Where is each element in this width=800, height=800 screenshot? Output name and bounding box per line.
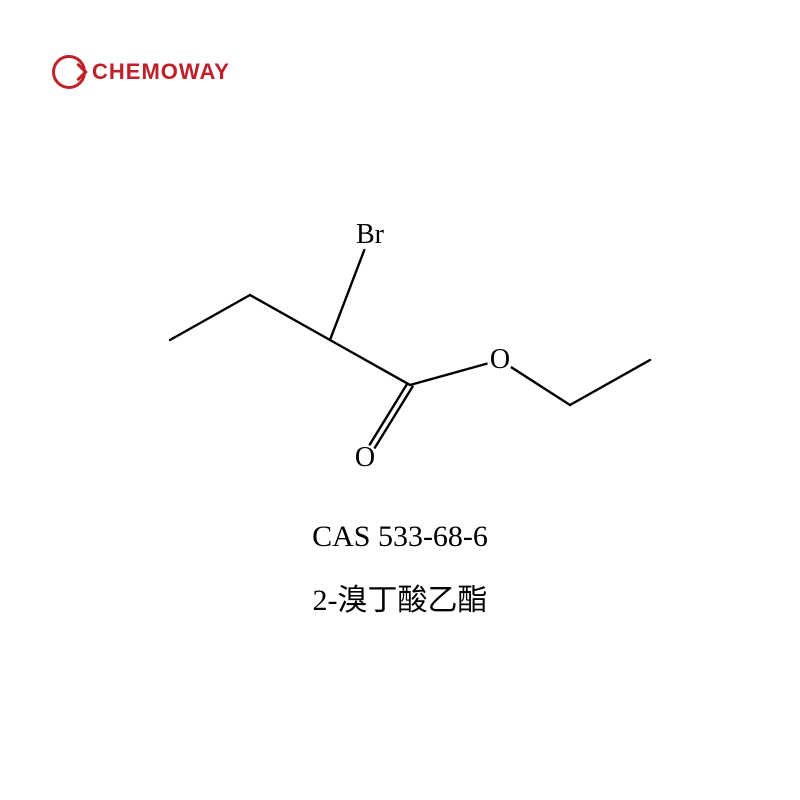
logo-text: CHEMOWAY	[92, 59, 230, 85]
atom-label: O	[355, 442, 375, 474]
molecule-structure: Br O O	[140, 200, 660, 480]
chinese-name: 2-溴丁酸乙酯	[313, 575, 488, 619]
logo-mark-icon	[52, 55, 86, 89]
bond-svg	[140, 200, 660, 480]
cas-line: CAS 533-68-6	[312, 520, 488, 554]
atom-label: Br	[356, 219, 384, 251]
canvas: CHEMOWAY Br O O CAS 533-68-6 2-溴丁酸乙酯	[0, 0, 800, 800]
brand-logo: CHEMOWAY	[52, 52, 252, 92]
atom-label: O	[490, 344, 510, 376]
